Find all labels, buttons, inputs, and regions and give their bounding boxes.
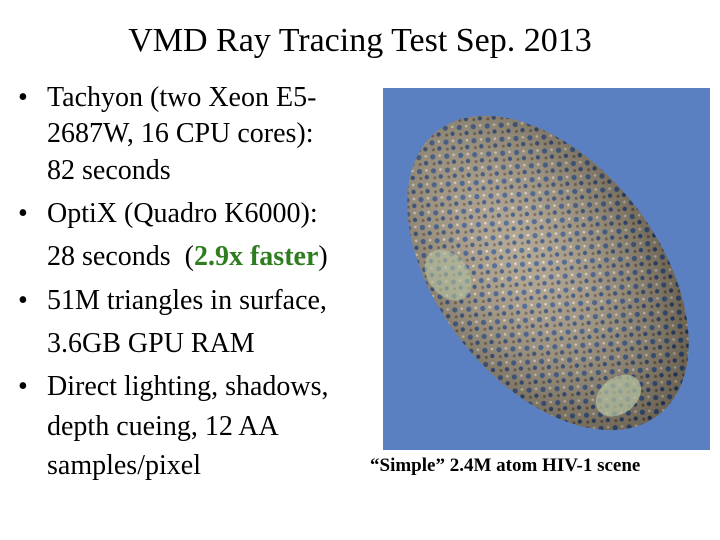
- bullet-text: ): [318, 241, 328, 272]
- bullet-line: depth cueing, 12 AA: [47, 411, 279, 442]
- image-caption: “Simple” 2.4M atom HIV-1 scene: [370, 455, 641, 476]
- bullet-marker: •: [18, 285, 28, 316]
- bullet-line: 2687W, 16 CPU cores):: [47, 118, 314, 149]
- bullet-text: 28 seconds (: [47, 241, 194, 272]
- bullet-line: OptiX (Quadro K6000):: [47, 198, 318, 229]
- highlight: 2.9x faster: [193, 241, 319, 272]
- bullet-line: 82 seconds: [47, 155, 171, 186]
- slide-title: VMD Ray Tracing Test Sep. 2013: [128, 22, 592, 59]
- bullet-marker: •: [18, 371, 28, 402]
- bullet-line: 3.6GB GPU RAM: [47, 328, 255, 359]
- bullet-line: Tachyon (two Xeon E5-: [47, 82, 317, 113]
- bullet-marker: •: [18, 198, 28, 229]
- bullet-line: 28 seconds (2.9x faster): [47, 241, 328, 273]
- bullet-line: samples/pixel: [47, 450, 201, 481]
- render-image: [383, 88, 710, 450]
- bullet-line: 51M triangles in surface,: [47, 285, 327, 316]
- bullet-marker: •: [18, 82, 28, 113]
- bullet-line: Direct lighting, shadows,: [47, 371, 329, 402]
